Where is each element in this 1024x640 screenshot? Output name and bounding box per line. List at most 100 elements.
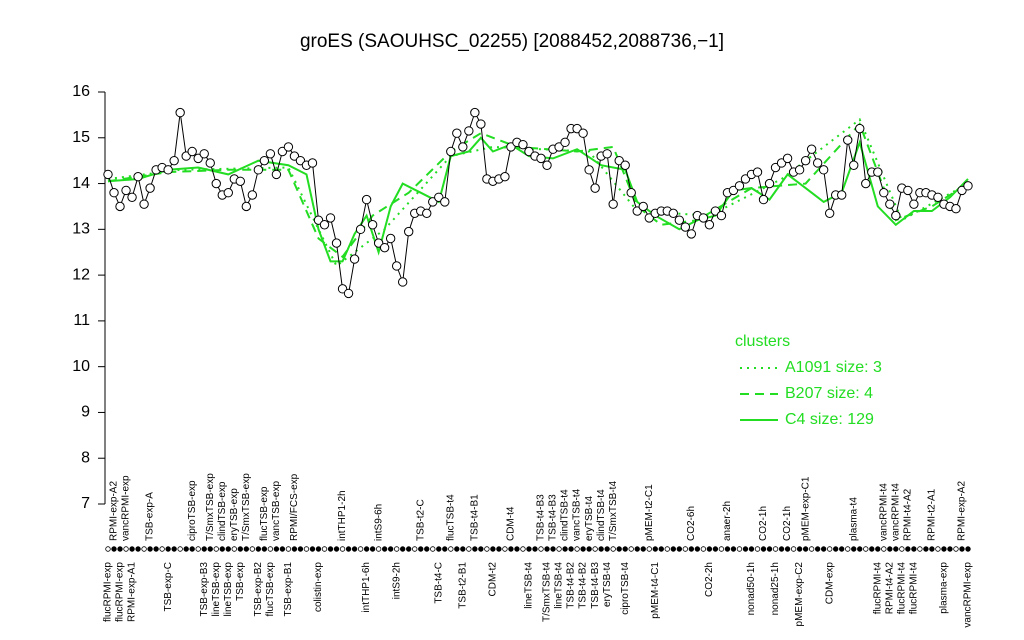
rug-dot	[550, 546, 556, 552]
x-tick-label: anaer-2h	[722, 501, 733, 541]
rug-dot	[363, 546, 370, 552]
rug-dot	[201, 546, 207, 552]
rug-dot	[580, 546, 586, 552]
point	[470, 107, 480, 118]
point	[686, 229, 697, 239]
rug-dot	[670, 546, 677, 552]
point	[933, 192, 943, 202]
rug-dot	[195, 546, 201, 552]
rug-dot	[291, 546, 298, 552]
x-tick-label: lineTSB-t4	[524, 562, 535, 609]
y-tick-label: 14	[72, 175, 90, 192]
x-tick-label: vancTSB-exp	[271, 481, 282, 541]
point	[367, 220, 378, 230]
rug-dot	[165, 546, 171, 552]
point	[241, 201, 252, 212]
x-tick-label: clindTSB-t4	[596, 489, 607, 541]
rug-dot	[574, 546, 580, 552]
x-tick-label: clindTSB-exp	[217, 481, 228, 541]
point	[397, 277, 408, 287]
rug-dot	[640, 546, 646, 552]
point	[211, 178, 221, 189]
x-tick-label: vancRPMI-t4	[878, 483, 889, 541]
point	[638, 201, 648, 212]
point	[855, 123, 865, 134]
x-tick-label: intTHP1-6h	[361, 562, 372, 613]
rug-dot	[796, 546, 803, 552]
point	[782, 153, 793, 164]
rug-dot	[267, 546, 274, 552]
x-tick-label: T/SmxTSB-exp	[205, 473, 216, 541]
rug-dot	[893, 546, 899, 552]
rug-dot	[141, 546, 147, 552]
legend-label: B207 size: 4	[785, 385, 873, 402]
rug-dot	[616, 546, 622, 552]
rug-dot	[532, 546, 538, 552]
x-tick-label: TSB-t4-B2	[566, 562, 577, 609]
x-tick-label: CDM-t4	[506, 506, 517, 541]
point	[909, 199, 919, 209]
x-tick-label: RPMI-exp-A1	[127, 562, 138, 622]
rug-dot	[273, 546, 280, 552]
point	[283, 142, 294, 152]
point	[849, 160, 859, 170]
rug-dot	[863, 546, 869, 552]
point	[764, 178, 775, 189]
rug-dot	[712, 546, 719, 552]
point	[476, 119, 486, 129]
point	[668, 208, 679, 219]
rug-dot	[177, 546, 183, 552]
x-tick-label: T/SmxTSB-t4	[542, 562, 553, 622]
rug-dot	[153, 546, 159, 552]
point	[223, 188, 233, 198]
rug-dot	[448, 546, 454, 552]
rug-dot	[586, 546, 592, 552]
point	[698, 213, 709, 223]
point	[590, 183, 600, 193]
rug-dot	[628, 546, 634, 552]
point	[331, 238, 342, 248]
rug-dot	[857, 546, 863, 552]
x-tick-label: TSB-exp-B2	[253, 562, 264, 617]
y-tick-label: 11	[73, 312, 90, 329]
point	[843, 135, 853, 145]
point	[422, 208, 432, 219]
x-tick-label: eryTSB-t4	[602, 562, 613, 607]
x-tick-label: CO2-6h	[686, 506, 697, 541]
point	[259, 155, 270, 166]
rug-dot	[105, 546, 111, 552]
x-tick-label: eryTSB-t4	[584, 496, 595, 541]
point	[873, 167, 883, 177]
x-tick-label: TSB-t4-B1	[469, 494, 480, 541]
rug-dot	[622, 546, 628, 552]
point	[205, 158, 215, 168]
x-tick-label: RPMI-exp-A2	[109, 481, 120, 541]
point	[885, 199, 895, 209]
y-tick-label: 16	[72, 83, 90, 100]
x-tick-label: nonad50-1h	[746, 562, 757, 615]
point	[187, 146, 197, 157]
x-tick-label: flucRPMI-t4	[896, 562, 907, 615]
point	[608, 199, 618, 209]
point	[674, 215, 685, 225]
rug-dot	[375, 546, 382, 552]
x-tick-label: flucTSB-t4	[445, 494, 456, 541]
rug-dot	[496, 546, 502, 552]
rug-dot	[736, 546, 743, 552]
rug-dot	[405, 546, 412, 552]
rug-dot	[285, 546, 292, 552]
rug-dot	[808, 546, 815, 552]
rug-dot	[905, 546, 911, 552]
rug-dot	[460, 546, 466, 552]
point	[139, 199, 149, 209]
x-tick-label: RPMI-t2-A1	[927, 488, 938, 541]
point	[133, 171, 143, 182]
x-tick-label: lineTSB-exp	[211, 562, 222, 617]
point	[325, 213, 336, 223]
point	[620, 160, 630, 170]
point	[602, 149, 612, 159]
rug-dot	[562, 546, 568, 552]
rug-dot	[760, 546, 767, 552]
point	[818, 165, 829, 175]
point	[391, 261, 402, 271]
